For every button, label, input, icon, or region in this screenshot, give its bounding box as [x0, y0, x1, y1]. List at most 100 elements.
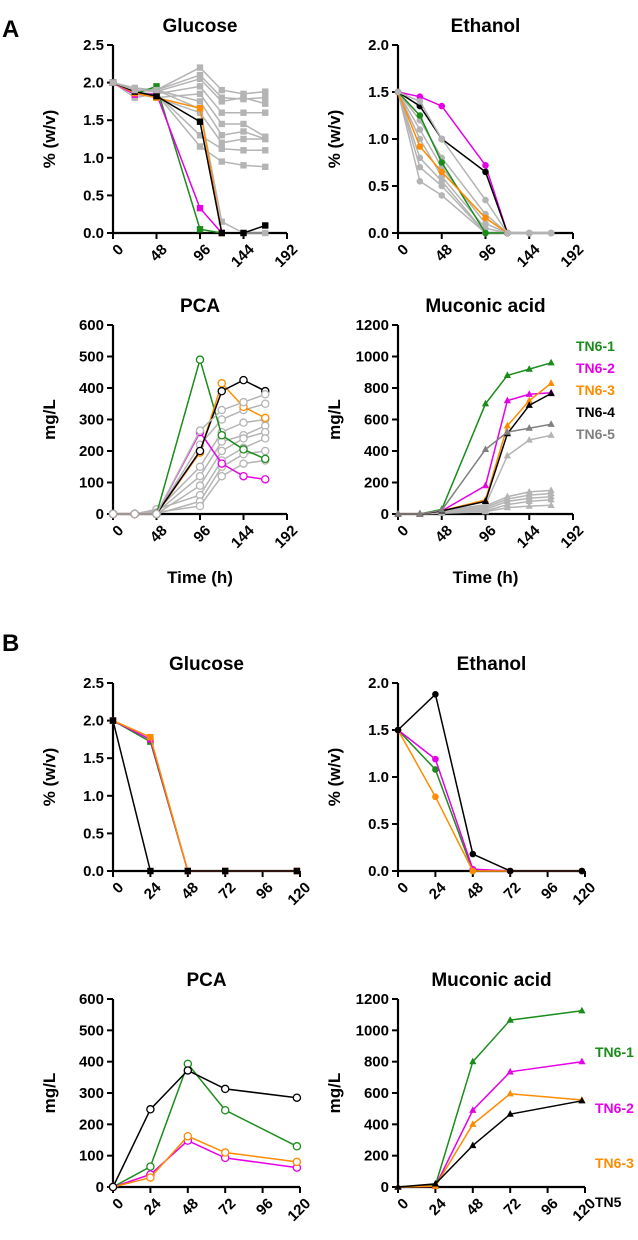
y-tick-label: 1.5 — [83, 750, 104, 767]
data-point — [130, 509, 139, 519]
data-point — [220, 1084, 230, 1094]
data-point — [469, 1120, 477, 1127]
y-tick-label: 500 — [79, 349, 104, 366]
chart-A-ethanol: Ethanol 0.0 0.5 1.0 1.5 2.0 0 48 96 144 192 % (w/v) — [325, 16, 587, 271]
data-point — [578, 1006, 586, 1014]
data-point — [240, 90, 247, 98]
data-point — [217, 446, 226, 456]
data-point — [416, 126, 424, 133]
data-point — [217, 386, 226, 396]
data-point — [525, 365, 533, 372]
data-point — [239, 397, 248, 407]
data-point — [416, 143, 424, 150]
data-point — [217, 405, 226, 415]
data-point — [506, 1110, 514, 1117]
legend-entry: TN6-2 — [576, 360, 615, 376]
y-tick-label: 2.0 — [83, 75, 104, 92]
y-tick-label: 0 — [96, 506, 104, 523]
chart-title: PCA — [180, 296, 220, 317]
data-point — [438, 135, 446, 143]
y-tick-label: 200 — [364, 475, 389, 492]
data-point — [217, 379, 226, 388]
x-tick-label: 96 — [538, 879, 562, 903]
data-point — [262, 94, 269, 101]
x-tick-label: 24 — [141, 879, 165, 903]
data-point — [262, 100, 269, 107]
x-tick-label: 48 — [147, 522, 171, 546]
chart-B-pca: PCA0100200300400500600024487296120mg/LTi… — [40, 970, 314, 1225]
data-point — [196, 104, 204, 112]
series-line — [397, 729, 582, 872]
panel-label-a: A — [2, 16, 19, 43]
data-point — [260, 434, 270, 443]
data-point — [416, 112, 424, 119]
data-point — [218, 145, 225, 152]
data-point — [196, 98, 204, 105]
y-tick-label: 2.0 — [83, 713, 104, 730]
data-point — [547, 389, 555, 397]
series-line — [397, 1100, 583, 1188]
y-axis-label: % (w/v) — [325, 748, 344, 807]
chart-title: Glucose — [163, 16, 238, 37]
data-point — [195, 471, 205, 481]
chart-title: Ethanol — [451, 16, 521, 37]
data-point — [147, 867, 154, 875]
series-tn6-3 — [109, 717, 301, 875]
series-tn6-2 — [394, 726, 586, 875]
data-point — [184, 867, 191, 875]
x-tick-label: 72 — [216, 1195, 240, 1219]
y-tick-label: 1200 — [356, 317, 389, 334]
data-point — [438, 182, 446, 190]
chart-title: PCA — [186, 970, 226, 991]
series-line — [112, 1135, 297, 1188]
data-point — [432, 793, 439, 801]
y-tick-label: 300 — [79, 412, 104, 429]
x-tick-label: 96 — [190, 522, 214, 546]
data-point — [196, 143, 204, 150]
x-tick-label: 0 — [394, 879, 412, 897]
data-point — [196, 118, 204, 125]
x-tick-label: 48 — [432, 522, 456, 546]
data-point — [482, 196, 489, 204]
data-point — [394, 726, 402, 734]
data-point — [108, 509, 118, 519]
data-point — [469, 1057, 477, 1065]
data-point — [482, 162, 489, 169]
data-point — [481, 497, 490, 504]
data-point — [195, 462, 205, 471]
data-point — [218, 120, 225, 128]
data-point — [109, 717, 117, 724]
series-line — [112, 720, 297, 872]
y-tick-label: 2.0 — [368, 37, 389, 54]
series-other — [109, 79, 269, 237]
x-tick-label: 120 — [284, 1195, 314, 1225]
x-tick-label: 144 — [514, 241, 544, 271]
data-point — [260, 399, 270, 408]
data-point — [239, 471, 248, 481]
y-tick-label: 200 — [79, 443, 104, 460]
x-tick-label: 192 — [271, 522, 301, 552]
data-point — [195, 501, 205, 511]
data-point — [260, 454, 270, 464]
legend-entry: TN5 — [595, 1194, 622, 1210]
data-point — [262, 229, 269, 237]
series-line — [397, 1060, 583, 1188]
data-point — [525, 396, 533, 404]
y-tick-label: 0.0 — [368, 863, 389, 880]
y-axis-label: % (w/v) — [40, 748, 59, 807]
y-tick-label: 1.5 — [368, 722, 389, 739]
y-tick-label: 1.0 — [368, 131, 389, 148]
series-line — [112, 719, 297, 872]
data-point — [438, 506, 446, 513]
data-point — [196, 75, 204, 83]
data-point — [153, 92, 160, 100]
data-point — [260, 413, 270, 423]
data-point — [416, 93, 424, 100]
series-tn6-5 — [394, 420, 555, 517]
data-point — [240, 135, 247, 143]
data-point — [146, 1173, 155, 1182]
chart-A-pca: PCA 0 100 200 300 400 500 600 0 48 96 144 192 mg/L Tim… — [40, 296, 301, 587]
data-point — [218, 86, 225, 94]
data-point — [196, 64, 204, 71]
x-axis-label: Time (h) — [453, 568, 519, 587]
